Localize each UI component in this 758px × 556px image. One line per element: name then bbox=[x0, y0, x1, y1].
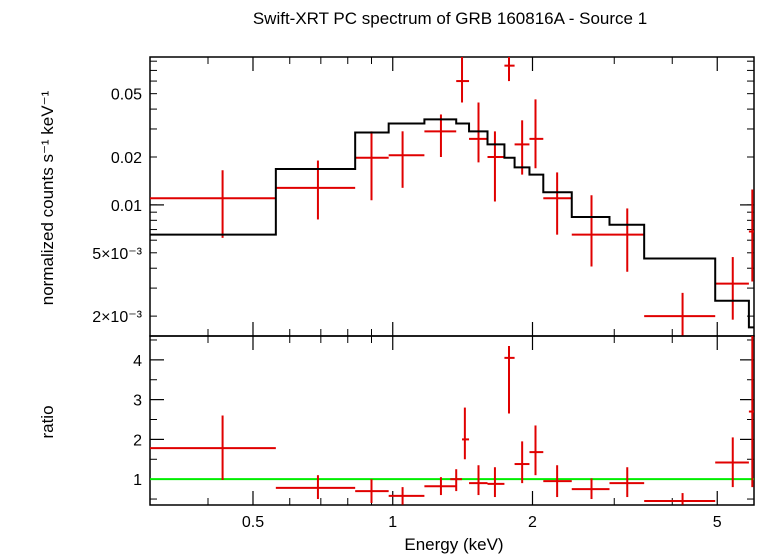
y-tick-label: 2 bbox=[133, 432, 142, 449]
spectrum-plot-area bbox=[150, 57, 754, 336]
x-axis-label: Energy (keV) bbox=[404, 535, 503, 554]
ratio-data-point bbox=[504, 345, 515, 414]
y-tick-label: 3 bbox=[133, 393, 142, 410]
y-tick-label: 4 bbox=[133, 353, 142, 370]
y-tick-label: 0.02 bbox=[111, 150, 142, 167]
y-tick-label: 0.01 bbox=[111, 198, 142, 215]
spectrum-data-point bbox=[275, 160, 356, 220]
ratio-data-point bbox=[543, 465, 572, 498]
spectrum-data-point bbox=[150, 170, 276, 238]
spectrum-data-point bbox=[543, 172, 572, 235]
ratio-data-point bbox=[462, 407, 470, 460]
spectrum-data-point bbox=[487, 131, 505, 202]
ratio-panel: 0.5 1 2 5 1 2 3 4 bbox=[133, 335, 755, 531]
ratio-data-point bbox=[609, 467, 645, 498]
ratio-data-point bbox=[514, 441, 530, 484]
spectrum-data-point bbox=[644, 292, 716, 336]
top-panel-y-axis-label: normalized counts s⁻¹ keV⁻¹ bbox=[38, 90, 57, 305]
ratio-data-point bbox=[355, 479, 389, 504]
spectrum-data-point bbox=[715, 257, 749, 320]
y-tick-label: 2×10⁻³ bbox=[92, 309, 142, 326]
spectrum-frame bbox=[149, 56, 755, 337]
spectrum-data-point bbox=[514, 120, 530, 175]
chart-title: Swift-XRT PC spectrum of GRB 160816A - S… bbox=[253, 9, 647, 28]
y-tick-label: 5×10⁻³ bbox=[92, 246, 142, 263]
spectrum-data-point bbox=[529, 99, 544, 169]
ratio-data-point bbox=[715, 437, 749, 488]
spectrum-data-point bbox=[456, 57, 470, 103]
ratio-plot-area bbox=[150, 336, 754, 505]
ratio-data-point bbox=[644, 493, 716, 505]
y-tick-label: 0.05 bbox=[111, 87, 142, 104]
x-tick-label: 2 bbox=[528, 514, 537, 531]
ratio-data-point bbox=[388, 487, 425, 505]
ratio-data-point bbox=[571, 478, 610, 500]
spectrum-data-point bbox=[609, 208, 645, 272]
spectrum-data-point bbox=[469, 102, 488, 163]
ratio-data-point bbox=[150, 415, 276, 480]
ratio-data-point bbox=[469, 465, 488, 496]
x-tick-label: 0.5 bbox=[242, 514, 264, 531]
x-tick-label: 1 bbox=[388, 514, 397, 531]
spectrum-data-point bbox=[748, 189, 754, 282]
spectrum-data-point bbox=[504, 57, 515, 82]
spectrum-data-point bbox=[355, 131, 389, 201]
ratio-data-point bbox=[748, 336, 754, 488]
spectrum-data-point bbox=[571, 195, 610, 267]
bottom-panel-y-axis-label: ratio bbox=[38, 405, 57, 438]
spectrum-panel: 2×10⁻³ 5×10⁻³ 0.01 0.02 0.05 bbox=[92, 56, 755, 337]
spectrum-data-point bbox=[424, 114, 457, 157]
ratio-frame bbox=[149, 335, 755, 506]
y-tick-label: 1 bbox=[133, 472, 142, 489]
ratio-data-point bbox=[529, 425, 544, 476]
ratio-data-point bbox=[487, 467, 505, 498]
ratio-data-point bbox=[424, 477, 457, 496]
spectrum-data-point bbox=[388, 131, 425, 188]
ratio-data-point bbox=[275, 475, 356, 500]
x-tick-label: 5 bbox=[713, 514, 722, 531]
model-step-line bbox=[150, 118, 754, 329]
ratio-data-point bbox=[450, 469, 463, 492]
